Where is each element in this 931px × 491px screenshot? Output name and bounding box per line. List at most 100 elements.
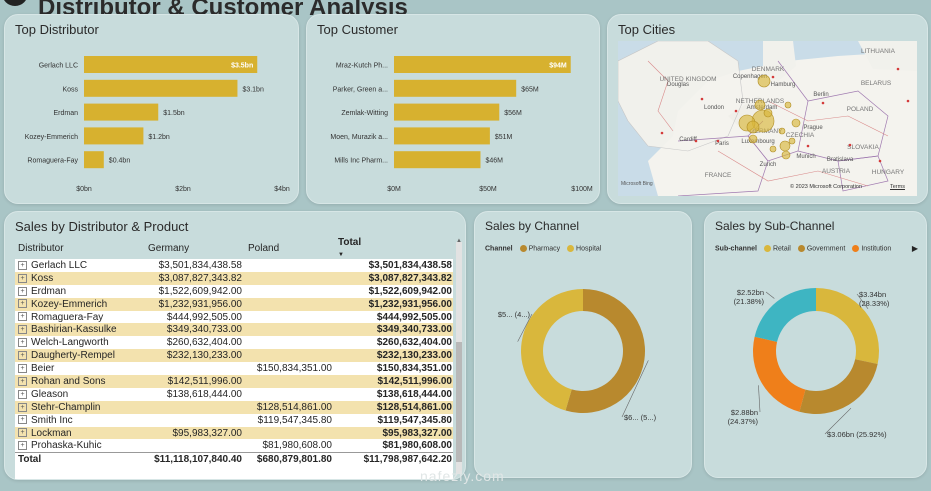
table-row[interactable]: + Rohan and Sons $142,511,996.00 $142,511,9…: [15, 375, 453, 388]
legend-label-government[interactable]: Government: [806, 245, 846, 253]
scroll-up-icon[interactable]: ▲: [456, 238, 462, 244]
table-row[interactable]: + Erdman $1,522,609,942.00 $1,522,609,942.0…: [15, 284, 453, 298]
top-customer-chart[interactable]: Mraz-Kutch Ph... $94M Parker, Green a... $6…: [307, 15, 599, 203]
channel-slice[interactable]: [521, 289, 583, 411]
table-row[interactable]: + Daugherty-Rempel $232,130,233.00 $232,130…: [15, 349, 453, 363]
table-total-row: Total $11,118,107,840.40 $680,879,801.80 $1…: [15, 452, 453, 467]
legend-label-institution[interactable]: Institution: [861, 245, 892, 253]
expand-row-icon[interactable]: +: [18, 260, 27, 270]
city-bubble[interactable]: [769, 145, 777, 153]
scrollbar-thumb[interactable]: [456, 342, 462, 462]
table-row[interactable]: + Smith Inc $119,547,345.80 $119,547,345.80: [15, 413, 453, 427]
city-bubble[interactable]: [763, 108, 773, 118]
table-row[interactable]: + Bashirian-Kassulke $349,340,733.00 $349,3…: [15, 323, 453, 337]
table-row[interactable]: + Lockman $95,983,327.00 $95,983,327.00: [15, 426, 453, 440]
sales-by-channel-card[interactable]: Sales by Channel Channel Pharmacy Hospit…: [474, 211, 692, 478]
poland-cell: $128,514,861.00: [245, 400, 335, 414]
customer-bar[interactable]: [394, 151, 481, 169]
distributor-bar[interactable]: [84, 79, 238, 97]
table-row[interactable]: + Kozey-Emmerich $1,232,931,956.00 $1,232,9…: [15, 297, 453, 311]
sales-by-channel-donut[interactable]: $6... (5...) $5... (4...): [475, 212, 691, 477]
channel-slice[interactable]: [565, 289, 645, 413]
sales-table-viewport[interactable]: Distributor Germany Poland Total ▼ + Gerla…: [15, 237, 453, 479]
customer-bar[interactable]: [394, 56, 571, 73]
expand-row-icon[interactable]: +: [18, 338, 27, 348]
city-bubble[interactable]: [784, 101, 792, 109]
legend-label-retail[interactable]: Retail: [772, 245, 791, 253]
subchannel-data-label: (28.33%): [859, 299, 890, 308]
top-cities-card[interactable]: Top Cities UNITED KINGDOM DENMARK Copenhag…: [607, 14, 928, 204]
table-row[interactable]: + Stehr-Champlin $128,514,861.00 $128,514,8…: [15, 400, 453, 414]
city-bubble[interactable]: [781, 150, 791, 160]
distributor-bar[interactable]: [84, 103, 159, 121]
germany-cell: $3,501,834,438.58: [145, 259, 245, 272]
col-header-germany[interactable]: Germany: [145, 237, 245, 259]
top-distributor-card[interactable]: Top Distributor Gerlach LLC $3.5bn Koss $3.…: [4, 14, 299, 204]
poland-cell: [245, 323, 335, 337]
subchannel-slice[interactable]: [754, 288, 816, 342]
expand-row-icon[interactable]: +: [18, 351, 27, 361]
table-row[interactable]: + Welch-Langworth $260,632,404.00 $260,632,…: [15, 336, 453, 350]
expand-row-icon[interactable]: +: [18, 415, 27, 425]
expand-row-icon[interactable]: +: [18, 312, 27, 322]
expand-row-icon[interactable]: +: [18, 299, 27, 309]
table-row[interactable]: + Beier $150,834,351.00 $150,834,351.00: [15, 362, 453, 376]
map-bubble-layer[interactable]: [738, 74, 801, 160]
customer-bar[interactable]: [394, 127, 490, 145]
expand-row-icon[interactable]: +: [18, 389, 27, 399]
table-row[interactable]: + Gerlach LLC $3,501,834,438.58 $3,501,834,…: [15, 259, 453, 272]
logo-icon: [2, 0, 28, 6]
expand-row-icon[interactable]: +: [18, 376, 27, 386]
city-map[interactable]: UNITED KINGDOM DENMARK Copenhagen LITHUANIA…: [618, 41, 917, 196]
expand-row-icon[interactable]: +: [18, 441, 27, 451]
top-distributor-chart[interactable]: Gerlach LLC $3.5bn Koss $3.1bn Erdman $1.5bn K…: [5, 15, 298, 203]
city-bubble[interactable]: [754, 99, 766, 111]
subchannel-slice[interactable]: [753, 336, 806, 412]
city-bubble[interactable]: [791, 118, 801, 128]
distributor-bar[interactable]: [84, 151, 104, 169]
customer-bar[interactable]: [394, 103, 500, 121]
sales-by-subchannel-card[interactable]: Sales by Sub-Channel Sub-channel Retail …: [704, 211, 927, 478]
distributor-bar[interactable]: [84, 127, 144, 145]
top-customer-card[interactable]: Top Customer Mraz-Kutch Ph... $94M Parker,…: [306, 14, 600, 204]
subchannel-data-label: (24.37%): [728, 417, 759, 426]
total-cell: $1,232,931,956.00: [335, 297, 453, 311]
city-bubble[interactable]: [746, 120, 760, 134]
table-row[interactable]: + Romaguera-Fay $444,992,505.00 $444,992,50…: [15, 310, 453, 324]
city-bubble[interactable]: [779, 140, 791, 152]
expand-row-icon[interactable]: +: [18, 273, 27, 283]
legend-label-pharmacy[interactable]: Pharmacy: [528, 245, 561, 253]
col-header-distributor[interactable]: Distributor: [15, 237, 145, 259]
customer-bar[interactable]: [394, 79, 517, 97]
table-scrollbar[interactable]: [456, 242, 462, 474]
table-row[interactable]: + Gleason $138,618,444.00 $138,618,444.00: [15, 387, 453, 401]
col-header-poland[interactable]: Poland: [245, 237, 335, 259]
customer-tick-label: $100M: [571, 186, 593, 193]
city-bubble[interactable]: [778, 127, 786, 135]
city-bubble[interactable]: [757, 74, 771, 88]
table-row[interactable]: + Prohaska-Kuhic $81,980,608.00 $81,980,608…: [15, 439, 453, 453]
distributor-data-label: $1.5bn: [163, 110, 185, 117]
distributor-bar[interactable]: [84, 56, 258, 73]
expand-row-icon[interactable]: +: [18, 363, 27, 373]
map-terms-link[interactable]: Terms: [890, 184, 905, 190]
expand-row-icon[interactable]: +: [18, 286, 27, 296]
city-bubble[interactable]: [748, 134, 758, 144]
table-row[interactable]: + Koss $3,087,827,343.82 $3,087,827,343.82: [15, 271, 453, 285]
subchannel-slice[interactable]: [816, 288, 879, 364]
expand-row-icon[interactable]: +: [18, 402, 27, 412]
expand-row-icon[interactable]: +: [18, 428, 27, 438]
sales-by-subchannel-donut[interactable]: $3.34bn(28.33%)$3.06bn (25.92%)$2.88bn(2…: [705, 212, 926, 477]
subchannel-slice[interactable]: [799, 359, 878, 414]
distributor-category-label: Kozey-Emmerich: [25, 134, 78, 141]
city-bubble[interactable]: [788, 137, 796, 145]
expand-row-icon[interactable]: +: [18, 325, 27, 335]
germany-cell: $444,992,505.00: [145, 310, 245, 324]
sales-table-card[interactable]: Sales by Distributor & Product Distribut…: [4, 211, 466, 480]
legend-label-hospital[interactable]: Hospital: [576, 245, 602, 253]
legend-next-icon[interactable]: ▶: [911, 244, 918, 253]
sort-desc-icon[interactable]: ▼: [338, 252, 344, 258]
col-header-total[interactable]: Total ▼: [335, 237, 453, 259]
map-label: AUSTRIA: [822, 168, 851, 175]
